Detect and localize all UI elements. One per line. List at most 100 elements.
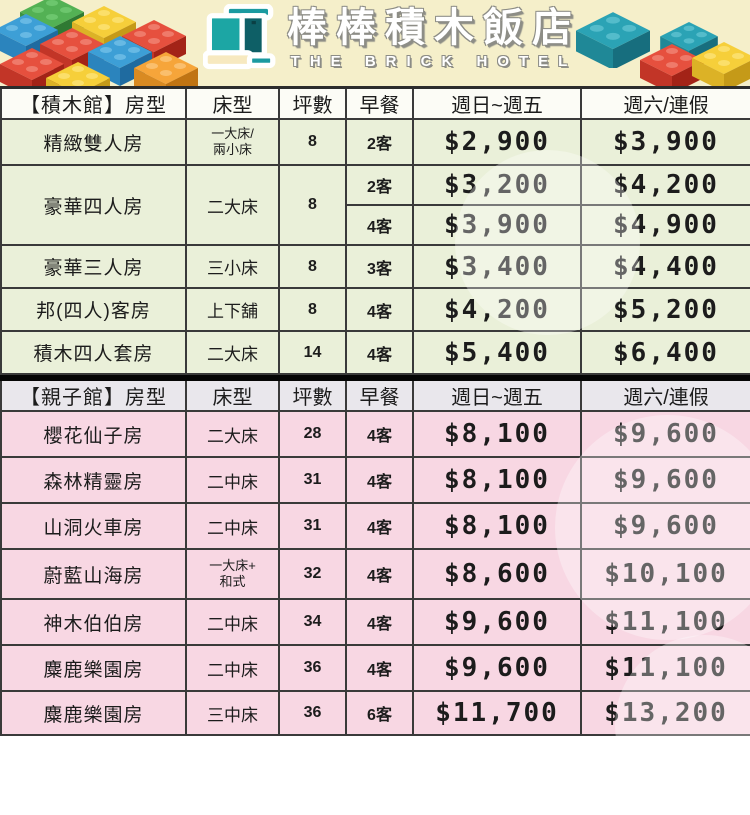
bed-type-cell: 一大床+ 和式 <box>185 548 280 600</box>
breakfast-cell: 4客 <box>345 456 414 504</box>
column-header-size: 坪數 <box>278 86 347 120</box>
column-header-weekend: 週六/連假 <box>580 377 750 412</box>
bed-type-cell: 三中床 <box>185 690 280 736</box>
table-row: 積木四人套房 二大床 14 4客 $5,400 $6,400 <box>0 330 750 375</box>
room-name-cell: 豪華四人房 <box>0 164 187 246</box>
weekday-price-cell: $9,600 <box>412 644 582 692</box>
column-header-weekend: 週六/連假 <box>580 86 750 120</box>
weekday-price-cell: $5,400 <box>412 330 582 375</box>
section1-label: 【積木館】房型 <box>0 86 187 120</box>
room-name-cell: 山洞火車房 <box>0 502 187 550</box>
table-row: 精緻雙人房 一大床/ 兩小床 8 2客 $2,900 $3,900 <box>0 118 750 166</box>
bed-type-cell: 二中床 <box>185 598 280 646</box>
weekday-price-cell: $4,200 <box>412 287 582 332</box>
breakfast-cell: 4客 <box>345 330 414 375</box>
table-row: 邦(四人)客房 上下舖 8 4客 $4,200 $5,200 <box>0 287 750 332</box>
size-cell: 31 <box>278 502 347 550</box>
weekend-price-cell: $11,100 <box>580 644 750 692</box>
column-header-breakfast: 早餐 <box>345 86 414 120</box>
section2-header-row: 【親子館】房型 床型 坪數 早餐 週日~週五 週六/連假 <box>0 377 750 412</box>
bed-type-cell: 二大床 <box>185 410 280 458</box>
hotel-logo-icon <box>203 4 276 70</box>
table-row: 豪華三人房 三小床 8 3客 $3,400 $4,400 <box>0 244 750 289</box>
bed-type-cell: 二中床 <box>185 644 280 692</box>
breakfast-cell: 2客 <box>345 118 414 166</box>
table-row: 神木伯伯房 二中床 34 4客 $9,600 $11,100 <box>0 598 750 646</box>
column-header-bed: 床型 <box>185 377 280 412</box>
room-name-cell: 積木四人套房 <box>0 330 187 375</box>
weekend-price-cell: $9,600 <box>580 502 750 550</box>
weekend-price-cell: $9,600 <box>580 456 750 504</box>
weekday-price-cell: $8,100 <box>412 456 582 504</box>
weekday-price-cell: $8,600 <box>412 548 582 600</box>
weekend-price-cell: $13,200 <box>580 690 750 736</box>
table-row: 豪華四人房 二大床 8 2客 $3,200 $4,200 <box>0 164 750 246</box>
table-row: 森林精靈房 二中床 31 4客 $8,100 $9,600 <box>0 456 750 504</box>
weekday-price-cell: $3,200 <box>412 164 582 206</box>
section1-header-row: 【積木館】房型 床型 坪數 早餐 週日~週五 週六/連假 <box>0 86 750 120</box>
table-row: 麋鹿樂園房 三中床 36 6客 $11,700 $13,200 <box>0 690 750 736</box>
size-cell: 14 <box>278 330 347 375</box>
weekend-price-cell: $5,200 <box>580 287 750 332</box>
column-header-weekday: 週日~週五 <box>412 86 582 120</box>
breakfast-cell: 4客 <box>345 502 414 550</box>
weekend-price-cell: $3,900 <box>580 118 750 166</box>
section2-label: 【親子館】房型 <box>0 377 187 412</box>
size-cell: 8 <box>278 287 347 332</box>
breakfast-cell: 6客 <box>345 690 414 736</box>
table-row: 山洞火車房 二中床 31 4客 $8,100 $9,600 <box>0 502 750 550</box>
breakfast-cell: 4客 <box>345 598 414 646</box>
table-row: 櫻花仙子房 二大床 28 4客 $8,100 $9,600 <box>0 410 750 458</box>
weekday-price-cell: $8,100 <box>412 410 582 458</box>
weekday-price-cell: $2,900 <box>412 118 582 166</box>
weekday-price-cell: $3,400 <box>412 244 582 289</box>
brick-decoration-left-icon <box>0 0 198 86</box>
weekend-price-cell: $4,900 <box>580 204 750 246</box>
bed-type-cell: 一大床/ 兩小床 <box>185 118 280 166</box>
room-name-cell: 邦(四人)客房 <box>0 287 187 332</box>
column-header-breakfast: 早餐 <box>345 377 414 412</box>
room-name-cell: 神木伯伯房 <box>0 598 187 646</box>
bed-type-cell: 二大床 <box>185 330 280 375</box>
weekend-price-cell: $11,100 <box>580 598 750 646</box>
size-cell: 36 <box>278 644 347 692</box>
weekday-price-cell: $8,100 <box>412 502 582 550</box>
breakfast-cell: 4客 <box>345 410 414 458</box>
room-name-cell: 森林精靈房 <box>0 456 187 504</box>
size-cell: 28 <box>278 410 347 458</box>
room-name-cell: 蔚藍山海房 <box>0 548 187 600</box>
size-cell: 8 <box>278 164 347 246</box>
size-cell: 34 <box>278 598 347 646</box>
table-row: 蔚藍山海房 一大床+ 和式 32 4客 $8,600 $10,100 <box>0 548 750 600</box>
breakfast-cell: 2客 <box>345 164 414 206</box>
weekend-price-cell: $4,400 <box>580 244 750 289</box>
banner: 棒棒積木飯店 THE BRICK HOTEL <box>0 0 750 86</box>
room-name-cell: 櫻花仙子房 <box>0 410 187 458</box>
weekend-price-cell: $4,200 <box>580 164 750 206</box>
size-cell: 8 <box>278 244 347 289</box>
bed-type-cell: 三小床 <box>185 244 280 289</box>
bed-type-cell: 二中床 <box>185 502 280 550</box>
breakfast-cell: 4客 <box>345 204 414 246</box>
table-row: 麋鹿樂園房 二中床 36 4客 $9,600 $11,100 <box>0 644 750 692</box>
breakfast-cell: 4客 <box>345 548 414 600</box>
family-building-price-table: 【親子館】房型 床型 坪數 早餐 週日~週五 週六/連假 櫻花仙子房 二大床 2… <box>0 375 750 736</box>
hotel-title: 棒棒積木飯店 <box>287 6 581 50</box>
weekday-price-cell: $11,700 <box>412 690 582 736</box>
weekend-price-cell: $10,100 <box>580 548 750 600</box>
hotel-subtitle: THE BRICK HOTEL <box>290 53 578 70</box>
bed-type-cell: 二中床 <box>185 456 280 504</box>
weekend-price-cell: $6,400 <box>580 330 750 375</box>
column-header-size: 坪數 <box>278 377 347 412</box>
room-name-cell: 麋鹿樂園房 <box>0 690 187 736</box>
size-cell: 36 <box>278 690 347 736</box>
brick-decoration-right-icon <box>640 22 750 86</box>
brick-building-price-table: 【積木館】房型 床型 坪數 早餐 週日~週五 週六/連假 精緻雙人房 一大床/ … <box>0 86 750 375</box>
size-cell: 31 <box>278 456 347 504</box>
column-header-bed: 床型 <box>185 86 280 120</box>
weekday-price-cell: $3,900 <box>412 204 582 246</box>
column-header-weekday: 週日~週五 <box>412 377 582 412</box>
weekend-price-cell: $9,600 <box>580 410 750 458</box>
size-cell: 8 <box>278 118 347 166</box>
breakfast-cell: 3客 <box>345 244 414 289</box>
